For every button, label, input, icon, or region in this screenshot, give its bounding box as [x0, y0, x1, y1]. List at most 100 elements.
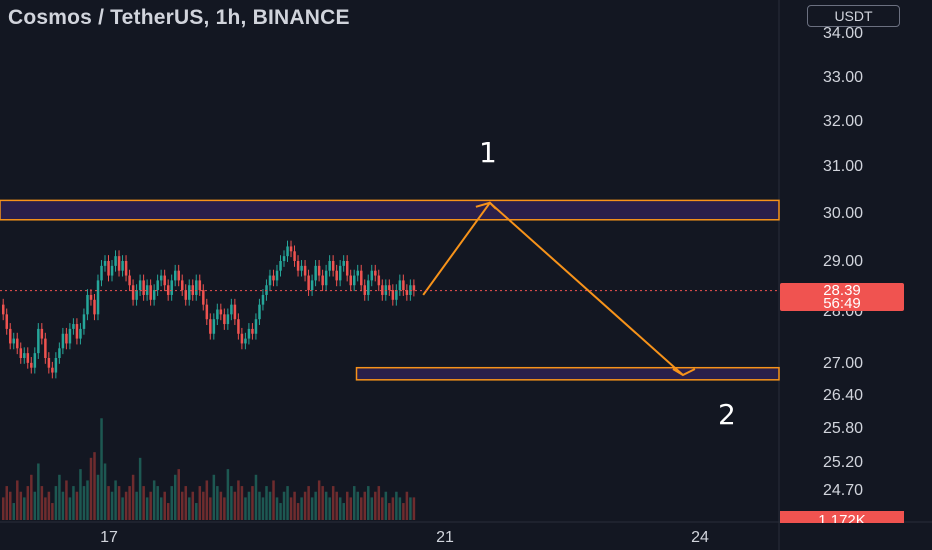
- candle-body: [96, 280, 100, 315]
- annotation-label-2: 2: [718, 398, 736, 431]
- candle-body: [205, 304, 209, 320]
- candle-body: [328, 261, 331, 271]
- volume-bar: [356, 491, 360, 520]
- candle-body: [388, 285, 391, 291]
- volume-bar: [286, 486, 289, 520]
- candle-body: [166, 285, 170, 295]
- volume-bar: [40, 486, 44, 520]
- volume-bar: [202, 491, 205, 520]
- candles: [2, 240, 416, 379]
- volume-bar: [23, 497, 26, 520]
- candle-body: [110, 265, 114, 276]
- volume-bar: [212, 474, 216, 520]
- candle-body: [353, 275, 356, 286]
- volume-bar: [296, 503, 300, 520]
- volume-bar: [349, 497, 352, 520]
- volume-bar: [307, 486, 310, 520]
- volume-bar: [402, 503, 405, 520]
- price-tick: 33.00: [823, 69, 863, 86]
- candle-body: [381, 285, 384, 295]
- candle-body: [156, 280, 159, 291]
- candle-body: [321, 275, 324, 286]
- bar-countdown: 56:49: [823, 295, 861, 312]
- candle-body: [5, 314, 9, 329]
- candle-body: [331, 261, 335, 271]
- volume-bar: [44, 497, 47, 520]
- candle-body: [345, 261, 349, 276]
- candle-body: [149, 285, 152, 300]
- volume-bar: [58, 474, 61, 520]
- volume-bar: [412, 497, 416, 520]
- candle-body: [307, 275, 310, 291]
- volume-bar: [184, 486, 188, 520]
- candle-body: [79, 328, 82, 339]
- volume-bar: [314, 491, 317, 520]
- candle-body: [223, 314, 226, 325]
- volume-bar: [275, 497, 279, 520]
- volume-bar: [145, 497, 149, 520]
- volume-bar: [360, 497, 363, 520]
- candle-body: [289, 246, 293, 252]
- volume-bar: [321, 486, 324, 520]
- candle-body: [317, 265, 321, 276]
- candle-body: [254, 319, 258, 334]
- time-axis[interactable]: 17 21 24: [100, 529, 709, 546]
- candle-body: [219, 309, 223, 315]
- candle-body: [75, 324, 79, 339]
- volume-bar: [370, 497, 374, 520]
- volume-bar: [240, 486, 244, 520]
- volume-bar: [124, 491, 128, 520]
- candle-body: [402, 280, 405, 291]
- candle-body: [68, 328, 72, 344]
- volume-bar: [163, 491, 166, 520]
- price-axis[interactable]: 34.00 33.00 32.00 31.00 30.00 29.00 28.0…: [823, 25, 863, 499]
- candle-body: [195, 280, 198, 295]
- volume-bar: [265, 486, 268, 520]
- candle-body: [159, 275, 163, 281]
- candle-body: [338, 265, 342, 281]
- candle-body: [44, 338, 47, 358]
- volume-bar: [103, 463, 107, 520]
- volume-bar: [282, 491, 286, 520]
- volume-bar: [317, 480, 321, 520]
- volume-bar: [195, 503, 198, 520]
- volume-bar: [100, 418, 103, 520]
- candle-body: [135, 290, 138, 300]
- candle-body: [177, 270, 180, 281]
- price-tick: 25.20: [823, 454, 863, 471]
- volume-bar: [279, 503, 282, 520]
- price-tick: 29.00: [823, 253, 863, 270]
- candle-body: [300, 265, 303, 271]
- volume-bar: [335, 491, 338, 520]
- volume-bar: [79, 469, 82, 520]
- candle-body: [23, 353, 26, 358]
- volume-bar: [388, 503, 391, 520]
- volume-bar: [159, 497, 163, 520]
- volume-bar: [54, 486, 58, 520]
- candle-body: [103, 261, 107, 266]
- candle-body: [163, 275, 166, 286]
- candle-body: [51, 367, 54, 373]
- volume-bar: [254, 474, 258, 520]
- candle-body: [209, 319, 212, 334]
- candle-body: [251, 328, 254, 334]
- volume-bar: [188, 497, 191, 520]
- candle-body: [335, 270, 338, 281]
- volume-bar: [156, 486, 159, 520]
- candle-body: [356, 270, 360, 276]
- volume-bars: [2, 418, 416, 520]
- volume-bar: [86, 480, 89, 520]
- candle-body: [367, 280, 370, 295]
- candle-body: [275, 270, 279, 281]
- candle-body: [128, 275, 131, 286]
- volume-bar: [395, 491, 398, 520]
- volume-bar: [345, 491, 349, 520]
- currency-selector[interactable]: USDT: [807, 5, 900, 27]
- volume-bar: [251, 486, 254, 520]
- volume-bar: [272, 480, 275, 520]
- volume-bar: [89, 457, 93, 520]
- volume-bar: [170, 486, 173, 520]
- candle-body: [37, 328, 40, 354]
